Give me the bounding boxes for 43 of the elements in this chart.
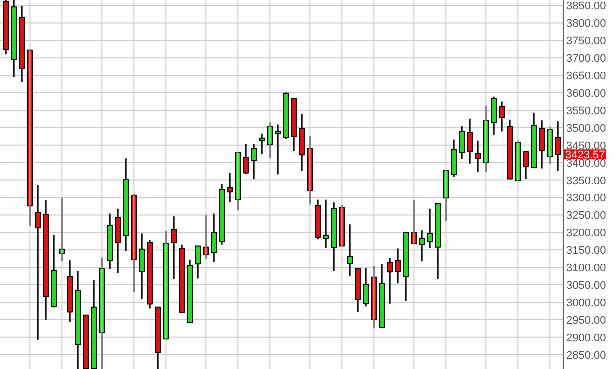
candlestick bbox=[475, 140, 482, 173]
candlestick bbox=[195, 246, 202, 280]
y-tick-label: 3700.00 bbox=[566, 53, 606, 66]
y-tick-label: 3650.00 bbox=[566, 70, 606, 83]
candlestick bbox=[363, 268, 370, 308]
y-tick-label: 3000.00 bbox=[566, 297, 606, 310]
candlestick bbox=[347, 224, 354, 277]
candlestick bbox=[539, 120, 546, 170]
y-tick-label: 3800.00 bbox=[566, 18, 606, 30]
candlestick bbox=[419, 230, 426, 262]
candlestick bbox=[387, 257, 394, 305]
y-tick-label: 3750.00 bbox=[566, 36, 606, 48]
y-tick-label: 3550.00 bbox=[566, 105, 606, 118]
candlestick bbox=[499, 101, 506, 132]
candlestick bbox=[171, 216, 178, 280]
candlestick bbox=[35, 184, 42, 342]
y-tick-label: 3050.00 bbox=[566, 280, 606, 292]
y-tick-label: 2850.00 bbox=[566, 350, 606, 362]
candlestick bbox=[211, 213, 218, 263]
y-tick-label: 3250.00 bbox=[566, 210, 606, 222]
candlestick bbox=[467, 118, 474, 165]
y-tick-label: 3350.00 bbox=[566, 175, 606, 188]
y-tick-label: 2950.00 bbox=[566, 314, 606, 327]
y-tick-label: 3150.00 bbox=[566, 245, 606, 258]
y-tick-label: 3850.00 bbox=[566, 0, 606, 13]
candlestick bbox=[459, 126, 466, 160]
y-tick-label: 3600.00 bbox=[566, 88, 606, 100]
y-tick-label: 3100.00 bbox=[566, 262, 606, 275]
y-tick-label: 2900.00 bbox=[566, 332, 606, 344]
y-tick-label: 3300.00 bbox=[566, 192, 606, 205]
candlestick bbox=[555, 120, 562, 172]
candlestick bbox=[251, 144, 258, 180]
y-tick-label: 3200.00 bbox=[566, 228, 606, 240]
y-tick-label: 3500.00 bbox=[566, 122, 606, 135]
candlestick bbox=[243, 144, 250, 175]
candlestick bbox=[395, 248, 402, 284]
candlestick bbox=[259, 133, 266, 156]
candlestick bbox=[323, 199, 330, 249]
candlestick bbox=[139, 233, 146, 300]
candlestick bbox=[275, 124, 282, 176]
candlestick bbox=[227, 172, 234, 203]
candlestick bbox=[523, 151, 530, 180]
candlestick bbox=[427, 208, 434, 249]
